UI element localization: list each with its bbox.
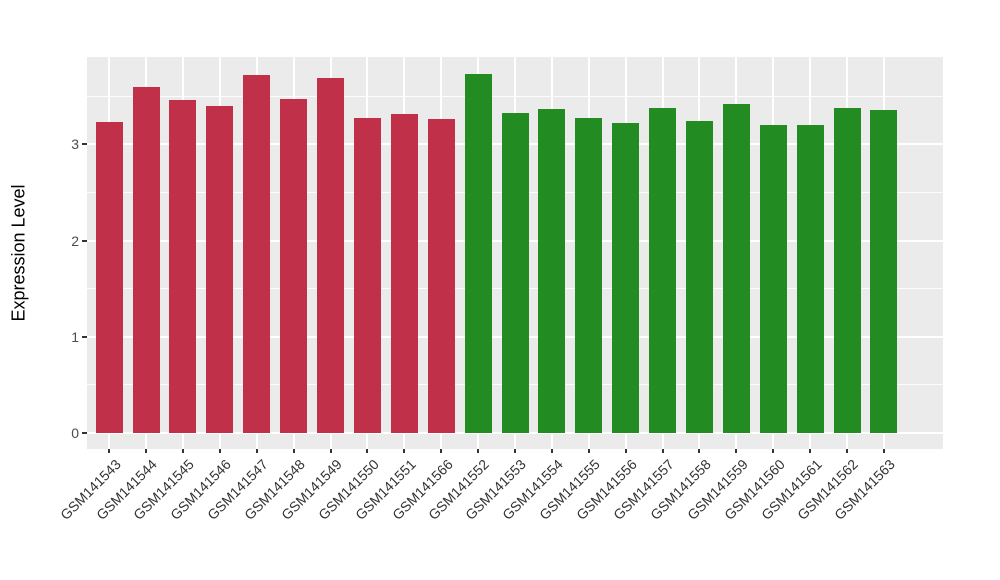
bar-GSM141551 xyxy=(390,113,418,433)
bar-GSM141546 xyxy=(206,105,234,433)
bar-GSM141557 xyxy=(649,107,677,433)
bar-GSM141547 xyxy=(243,75,271,433)
x-tick-mark xyxy=(181,449,184,453)
x-tick-mark xyxy=(218,449,221,453)
y-tick-mark xyxy=(82,432,87,434)
bar-GSM141566 xyxy=(427,119,455,433)
x-tick-mark xyxy=(661,449,664,453)
x-tick-mark xyxy=(882,449,885,453)
bar-GSM141549 xyxy=(317,78,345,433)
y-tick-label: 2 xyxy=(71,232,79,249)
bar-GSM141548 xyxy=(280,99,308,433)
bar-GSM141559 xyxy=(722,103,750,433)
y-tick-mark xyxy=(82,143,87,146)
x-tick-mark xyxy=(477,449,480,453)
y-tick-label: 0 xyxy=(71,425,79,441)
y-tick-mark xyxy=(82,239,87,242)
x-tick-mark xyxy=(292,449,295,453)
bar-GSM141553 xyxy=(501,112,529,433)
x-tick-mark xyxy=(587,449,590,453)
bar-GSM141561 xyxy=(796,125,824,433)
x-tick-mark xyxy=(809,449,812,453)
y-axis-title: Expression Level xyxy=(8,184,29,322)
bar-GSM141560 xyxy=(759,125,787,433)
x-tick-mark xyxy=(108,449,111,453)
x-tick-mark xyxy=(255,449,258,453)
bar-GSM141555 xyxy=(575,118,603,433)
x-tick-mark xyxy=(514,449,516,453)
y-tick-mark xyxy=(82,335,87,338)
bar-GSM141556 xyxy=(612,123,640,433)
x-tick-mark xyxy=(329,449,332,453)
bar-GSM141543 xyxy=(95,122,123,433)
y-tick-label: 1 xyxy=(71,328,79,345)
bar-GSM141545 xyxy=(169,100,197,433)
x-tick-mark xyxy=(846,449,849,453)
bar-GSM141558 xyxy=(685,121,713,433)
bar-GSM141550 xyxy=(353,118,381,433)
bar-GSM141544 xyxy=(132,86,160,433)
y-tick-label: 3 xyxy=(71,136,79,153)
x-tick-mark xyxy=(145,449,148,453)
bar-GSM141554 xyxy=(538,108,566,433)
bar-GSM141552 xyxy=(464,74,492,433)
x-tick-mark xyxy=(440,449,443,453)
x-tick-mark xyxy=(550,449,553,453)
x-tick-mark xyxy=(403,449,406,453)
bar-GSM141562 xyxy=(833,107,861,433)
x-tick-mark xyxy=(624,449,627,453)
bar-GSM141563 xyxy=(870,109,898,433)
x-tick-mark xyxy=(366,449,369,453)
x-tick-mark xyxy=(698,449,701,453)
x-tick-mark xyxy=(735,449,738,453)
x-tick-mark xyxy=(772,449,775,453)
